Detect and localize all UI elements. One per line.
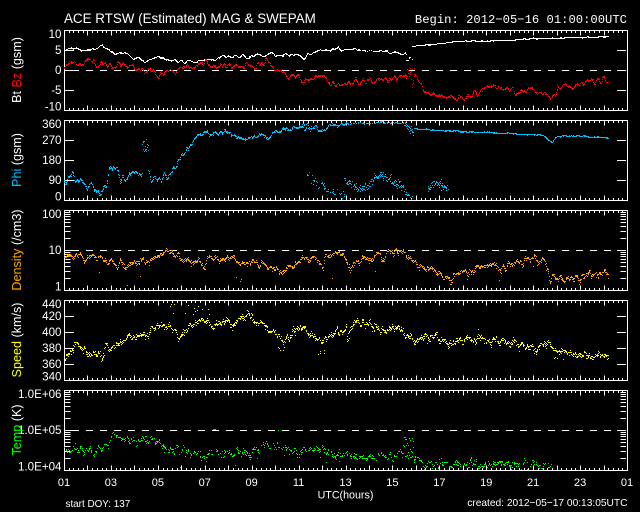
svg-text:90: 90 — [49, 174, 62, 187]
svg-text:19: 19 — [480, 477, 492, 489]
svg-text:01: 01 — [58, 477, 70, 489]
svg-text:0: 0 — [55, 64, 61, 77]
svg-text:5: 5 — [55, 44, 61, 57]
svg-text:440: 440 — [42, 298, 61, 311]
svg-text:270: 270 — [42, 134, 61, 147]
svg-text:created: 2012−05−17 00:13:05UT: created: 2012−05−17 00:13:05UTC — [467, 498, 627, 509]
svg-text:-10: -10 — [45, 101, 62, 114]
svg-text:03: 03 — [105, 477, 117, 489]
svg-text:11: 11 — [293, 477, 304, 489]
svg-text:05: 05 — [152, 477, 164, 489]
svg-text:360: 360 — [42, 358, 61, 371]
svg-text:10: 10 — [49, 244, 62, 257]
svg-text:420: 420 — [42, 310, 61, 323]
svg-text:15: 15 — [386, 477, 398, 489]
svg-text:Phi (gsm): Phi (gsm) — [10, 133, 24, 187]
svg-text:1.0E+06: 1.0E+06 — [18, 388, 62, 401]
svg-text:360: 360 — [42, 118, 61, 131]
svg-text:400: 400 — [42, 326, 61, 339]
svg-text:-5: -5 — [51, 84, 61, 97]
svg-text:180: 180 — [42, 154, 61, 167]
svg-text:340: 340 — [42, 371, 61, 384]
svg-text:01: 01 — [621, 477, 633, 489]
svg-text:ACE RTSW (Estimated) MAG & SWE: ACE RTSW (Estimated) MAG & SWEPAM — [64, 11, 316, 26]
svg-text:1.0E+04: 1.0E+04 — [18, 461, 62, 474]
svg-text:1.0E+05: 1.0E+05 — [18, 424, 62, 437]
svg-text:Begin: 2012−05−16 01:00:00UTC: Begin: 2012−05−16 01:00:00UTC — [415, 13, 627, 27]
svg-text:1: 1 — [55, 281, 61, 294]
svg-text:Density (/cm3): Density (/cm3) — [10, 209, 24, 290]
svg-text:start DOY: 137: start DOY: 137 — [66, 499, 131, 510]
svg-text:09: 09 — [246, 477, 258, 489]
svg-text:17: 17 — [433, 477, 445, 489]
svg-text:0: 0 — [55, 191, 61, 204]
svg-text:23: 23 — [574, 477, 586, 489]
svg-text:Speed (km/s): Speed (km/s) — [10, 303, 24, 378]
svg-text:Bt Bz (gsm): Bt Bz (gsm) — [10, 37, 24, 103]
svg-text:13: 13 — [339, 477, 351, 489]
svg-text:UTC(hours): UTC(hours) — [318, 489, 374, 501]
svg-text:380: 380 — [42, 342, 61, 355]
svg-text:21: 21 — [527, 477, 539, 489]
svg-text:07: 07 — [199, 477, 211, 489]
svg-text:Temp (K): Temp (K) — [10, 404, 24, 455]
svg-text:100: 100 — [42, 208, 61, 221]
svg-text:10: 10 — [49, 28, 62, 41]
